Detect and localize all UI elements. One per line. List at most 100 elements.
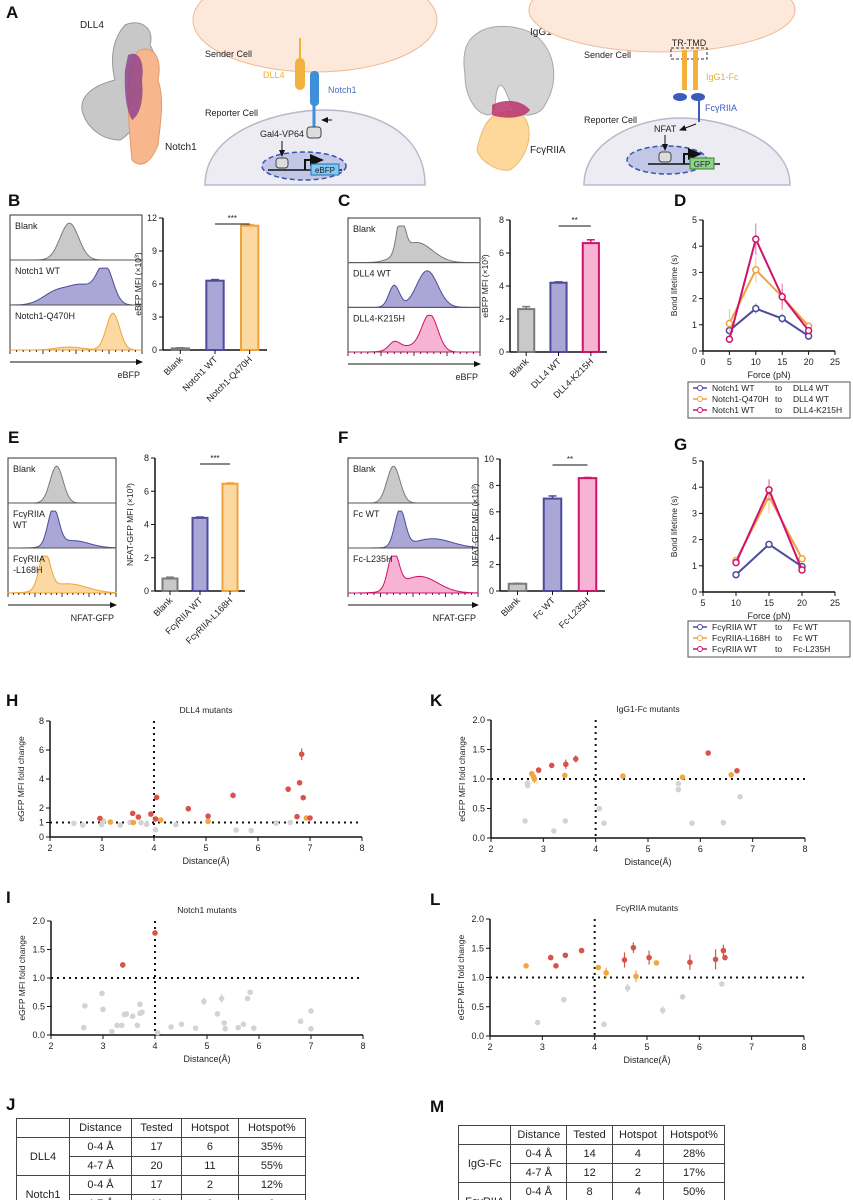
data-point-non-hotspot	[79, 822, 86, 828]
table-cell: 20	[130, 1156, 183, 1176]
fcgr2a-diagram-label: FcγRIIA	[705, 103, 737, 113]
x-tick-label: 7	[749, 1042, 754, 1052]
sender-cell	[192, 0, 438, 73]
table-cell: 6	[181, 1137, 239, 1157]
panel-label: K	[430, 691, 443, 710]
data-point-hotspot	[300, 794, 307, 801]
x-tick-label: 5	[203, 843, 208, 853]
x-axis-label: Distance(Å)	[183, 1054, 230, 1064]
data-point-moderate	[679, 774, 686, 781]
legend-partner: Fc WT	[793, 633, 818, 643]
x-tick-label: 10	[731, 598, 741, 608]
bar	[577, 477, 598, 593]
x-axis-label: Distance(Å)	[624, 857, 671, 867]
y-tick-label: 0	[692, 587, 697, 597]
data-point-non-hotspot	[308, 1025, 314, 1032]
data-point-non-hotspot	[178, 1021, 185, 1027]
hotspot-table-j: Distance Tested Hotspot Hotspot% DLL4 0-4 Å 17…	[15, 1118, 307, 1200]
reporter-cell-right-label: Reporter Cell	[584, 115, 637, 125]
x-tick-label: 5	[727, 357, 732, 367]
y-tick-label: 8	[39, 716, 44, 726]
data-point-moderate	[653, 960, 660, 966]
data-point-non-hotspot	[562, 818, 569, 824]
table-cell: 12%	[237, 1175, 307, 1195]
fc-chain-1	[682, 50, 687, 90]
sender-cell-right	[528, 0, 796, 53]
notch1-receptor-shape	[310, 71, 319, 106]
data-point-moderate	[205, 818, 211, 825]
ebfp-gene-box	[310, 163, 340, 176]
chart-h: 0 1 2 4 6 8 eGFP MFI fold change 2 3 4 5 6 7 8 Distanc…	[16, 705, 365, 866]
gfp-gene-label: GFP	[694, 160, 710, 169]
data-point-non-hotspot	[173, 821, 179, 828]
data-point-non-hotspot	[247, 989, 253, 996]
table-cell: 4-7 Å	[69, 1194, 132, 1200]
fcgr2a-label: FcγRIIA	[530, 145, 566, 156]
interface-residues-image	[124, 53, 143, 120]
data-point-non-hotspot	[154, 1029, 161, 1036]
chart-title: FcγRIIA mutants	[616, 903, 678, 913]
histogram-fc-l235h	[347, 555, 479, 594]
data-point-non-hotspot	[134, 1022, 141, 1029]
bar	[507, 582, 528, 592]
fc-chain-2	[693, 50, 698, 90]
legend-marker	[697, 635, 703, 641]
table-cell: 0-4 Å	[510, 1144, 568, 1164]
fc-interface-residues-image	[492, 100, 530, 118]
y-axis-label: eBFP MFI (×10³)	[480, 254, 490, 318]
histogram-row-label: -L168H	[13, 565, 43, 575]
table-cell: 55%	[237, 1156, 307, 1176]
table-cell: 17	[130, 1137, 183, 1157]
data-point-hotspot	[621, 957, 628, 963]
table-row: Notch1 0-4 Å 17 2 12%	[15, 1175, 307, 1200]
table-cell: 14	[566, 1144, 613, 1164]
legend-partner: Fc-L235H	[793, 644, 830, 654]
y-tick-label: 4	[499, 281, 504, 291]
chart-title: IgG1-Fc mutants	[616, 704, 679, 714]
data-point	[725, 319, 734, 328]
y-axis-label: eGFP MFI fold change	[456, 935, 466, 1021]
table-cell: 28%	[663, 1144, 725, 1164]
table-cell: 4-7 Å	[69, 1156, 132, 1176]
table-cell: 0	[181, 1194, 239, 1200]
y-tick-label: 0	[144, 586, 149, 596]
y-tick-label: 1.5	[32, 945, 45, 955]
bar	[170, 347, 191, 352]
data-point-hotspot	[185, 805, 192, 812]
legend-marker	[697, 396, 703, 402]
histogram-row-label: Blank	[13, 464, 36, 474]
data-point-hotspot	[572, 756, 579, 762]
chart-title: DLL4 mutants	[180, 705, 233, 715]
legend-series-name: FcγRIIA WT	[712, 644, 757, 654]
bar	[240, 224, 260, 351]
data-point-non-hotspot	[201, 998, 207, 1005]
histogram-row-label: DLL4 WT	[353, 269, 392, 279]
panel-label: D	[674, 191, 686, 210]
legend-box	[687, 381, 851, 419]
data-point-hotspot	[630, 944, 637, 951]
data-point-non-hotspot	[233, 827, 239, 833]
data-point-hotspot	[578, 947, 585, 954]
data-point-non-hotspot	[138, 819, 144, 826]
data-point-non-hotspot	[308, 1008, 314, 1014]
table-header-row: Distance Tested Hotspot Hotspot%	[15, 1118, 307, 1138]
x-tick-label: 4	[151, 843, 156, 853]
x-tick-label: 5	[644, 1042, 649, 1052]
data-point-non-hotspot	[80, 1024, 87, 1031]
legend-to: to	[775, 622, 782, 632]
legend-to: to	[775, 644, 782, 654]
x-axis-label: Force (pN)	[747, 370, 790, 380]
bar	[161, 577, 179, 592]
data-point-non-hotspot	[100, 1006, 106, 1013]
bar	[581, 242, 600, 354]
panel-label: A	[6, 3, 18, 22]
y-tick-label: 1.5	[471, 943, 484, 953]
data-point-hotspot	[230, 792, 236, 799]
table-cell: IgG-Fc	[457, 1144, 512, 1183]
y-tick-label: 0	[692, 346, 697, 356]
y-tick-label: 4	[692, 482, 697, 492]
y-tick-label: 1.0	[472, 774, 485, 784]
y-tick-label: 10	[484, 454, 494, 464]
table-cell: FcγRIIA	[457, 1182, 512, 1200]
